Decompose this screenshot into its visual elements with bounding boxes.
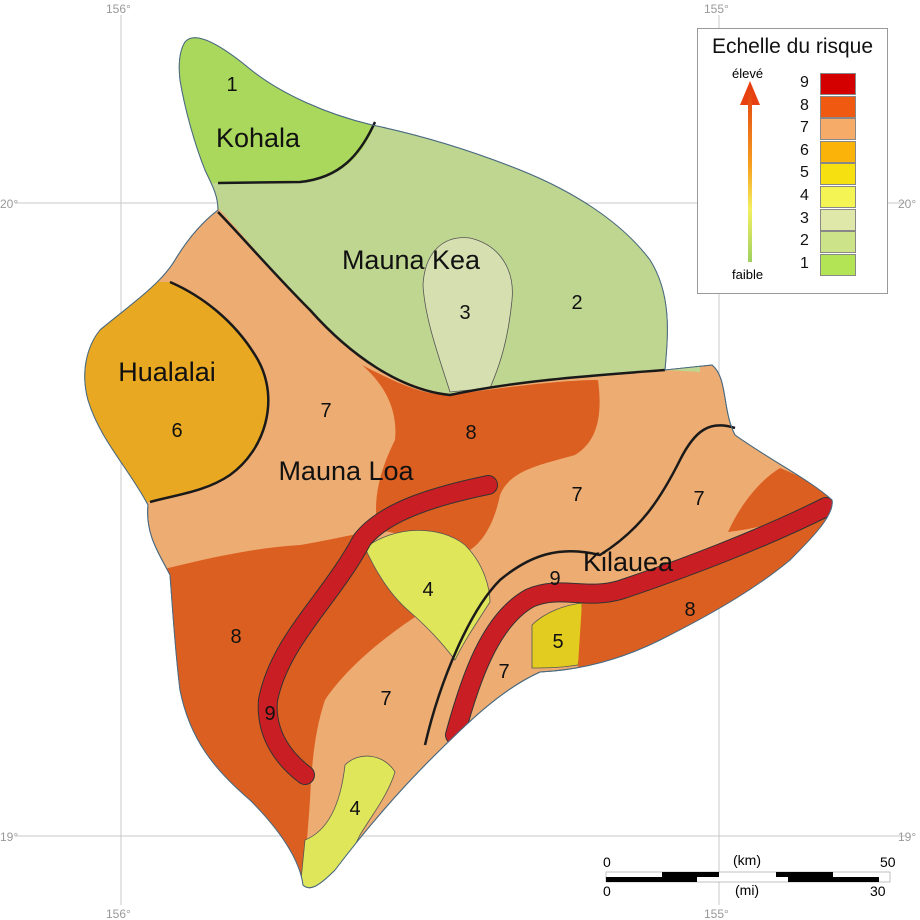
zone-label: 9 <box>549 568 560 590</box>
zone-label: 7 <box>693 488 704 510</box>
risk-legend: Echelle du risque élevé faible 9 8 7 6 5 4 3 2 1 <box>697 28 888 294</box>
zone-label: 7 <box>571 484 582 506</box>
zone-8-east-tip <box>728 468 833 532</box>
legend-swatch-6 <box>820 140 856 163</box>
volcano-label-hualalai: Hualalai <box>118 357 216 387</box>
legend-level-label: 5 <box>800 164 809 182</box>
scale-km-start: 0 <box>603 854 611 870</box>
legend-level-label: 1 <box>800 254 809 272</box>
zone-label: 1 <box>226 74 237 96</box>
scale-km-unit: (km) <box>733 852 761 868</box>
lon-label: 156° <box>106 907 131 920</box>
boundary-kilauea <box>423 424 736 746</box>
zone-label: 7 <box>320 400 331 422</box>
gradient-arrow <box>748 87 752 262</box>
zone-9-mauna-loa-rift-fill <box>258 476 497 784</box>
zone-label: 9 <box>264 703 275 725</box>
volcano-label-kohala: Kohala <box>216 123 301 153</box>
volcano-label-mauna-loa: Mauna Loa <box>278 456 414 486</box>
zone-4-center <box>364 530 491 661</box>
zone-label: 8 <box>465 422 476 444</box>
zone-3-summit <box>422 237 513 393</box>
lat-label: 20° <box>0 197 18 211</box>
zone-4-south <box>299 755 396 888</box>
lon-label: 155° <box>704 907 729 920</box>
boundary-mauna-kea <box>217 211 666 397</box>
legend-low-label: faible <box>732 267 764 282</box>
zone-label: 7 <box>498 661 509 683</box>
scale-km-end: 50 <box>880 854 896 870</box>
zone-label: 2 <box>571 292 582 314</box>
lat-label: 19° <box>0 830 18 844</box>
zone-9-kilauea-rift-fill <box>446 498 833 744</box>
scale-mi-start: 0 <box>603 883 611 899</box>
lon-label: 156° <box>106 2 131 16</box>
zone-6-hualalai <box>84 282 269 502</box>
lon-label: 155° <box>704 2 729 16</box>
volcano-label-kilauea: Kilauea <box>583 547 674 577</box>
legend-swatch-4 <box>820 186 856 208</box>
boundary-hualalai <box>149 280 270 504</box>
legend-level-label: 8 <box>800 96 809 114</box>
legend-level-label: 2 <box>800 232 809 250</box>
boundary-kohala <box>217 121 377 185</box>
zone-label: 4 <box>422 579 433 601</box>
legend-swatch-1 <box>820 253 856 276</box>
lat-label: 19° <box>898 830 916 844</box>
zone-label: 6 <box>171 420 182 442</box>
legend-swatch-7 <box>820 118 856 141</box>
volcano-label-mauna-kea: Mauna Kea <box>342 245 481 275</box>
legend-swatch-8 <box>820 95 856 118</box>
legend-swatch-5 <box>820 163 856 186</box>
legend-level-label: 4 <box>800 187 809 204</box>
legend-high-label: élevé <box>732 66 764 81</box>
legend-swatch-3 <box>820 208 856 231</box>
zone-label: 4 <box>349 798 360 820</box>
zone-label: 5 <box>552 631 563 653</box>
legend-title: Echelle du risque <box>711 35 874 58</box>
scale-mi-unit: (mi) <box>735 882 759 898</box>
legend-swatch-2 <box>820 231 856 254</box>
zone-label: 7 <box>380 688 391 710</box>
scale-mi-end: 30 <box>870 883 886 899</box>
zone-label: 8 <box>230 626 241 648</box>
lat-label: 20° <box>898 197 916 211</box>
legend-level-label: 3 <box>800 209 809 227</box>
legend-swatch-9 <box>820 73 856 95</box>
legend-level-label: 7 <box>800 119 809 137</box>
legend-level-label: 9 <box>800 74 809 91</box>
legend-level-label: 6 <box>800 141 809 159</box>
zone-label: 3 <box>459 302 470 324</box>
scale-bar: 0 (km) 50 0 (mi) 30 <box>603 852 896 899</box>
zone-label: 8 <box>684 599 695 621</box>
